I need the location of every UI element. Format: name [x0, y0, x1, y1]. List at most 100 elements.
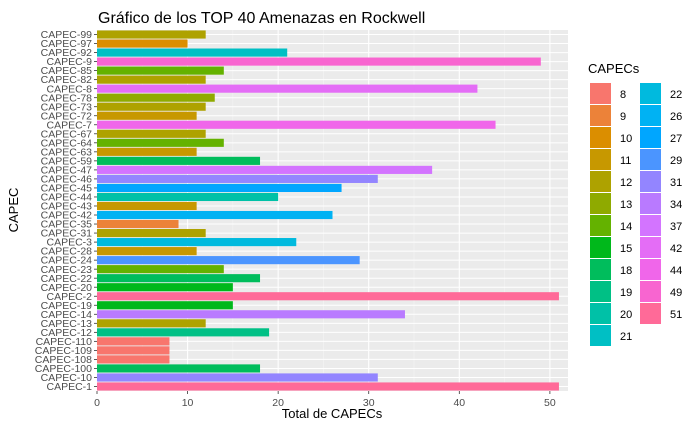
y-tick-label: CAPEC-14 [41, 309, 93, 321]
bar-capec-47 [97, 165, 433, 174]
bar-capec-45 [97, 183, 342, 192]
y-tick-label: CAPEC-64 [41, 137, 93, 149]
legend-key-21 [590, 325, 611, 346]
y-tick-label: CAPEC-67 [41, 128, 93, 140]
y-tick-labels: CAPEC-99CAPEC-97CAPEC-92CAPEC-9CAPEC-85C… [35, 29, 97, 393]
bar-capec-59 [97, 156, 261, 165]
legend-key-20 [590, 303, 611, 324]
x-tick-label: 40 [453, 397, 465, 409]
x-tick-labels: 0 10 20 30 40 50 [94, 391, 556, 409]
y-tick-label: CAPEC-72 [41, 110, 93, 122]
chart-title: Gráfico de los TOP 40 Amenazas en Rockwe… [98, 10, 425, 27]
legend-label-27: 27 [670, 133, 682, 145]
legend-label-13: 13 [620, 199, 632, 211]
legend-key-31 [640, 171, 661, 192]
x-tick-label: 30 [363, 397, 375, 409]
y-tick-label: CAPEC-100 [35, 363, 92, 375]
legend-key-9 [590, 105, 611, 126]
legend-key-37 [640, 215, 661, 236]
legend-label-8: 8 [620, 89, 626, 101]
bar-capec-72 [97, 111, 197, 120]
bar-capec-28 [97, 247, 197, 256]
y-tick-label: CAPEC-1 [46, 381, 92, 393]
y-tick-label: CAPEC-28 [41, 246, 93, 258]
legend-key-44 [640, 259, 661, 280]
bar-capec-31 [97, 229, 206, 238]
y-tick-label: CAPEC-108 [35, 354, 92, 366]
x-tick-label: 0 [94, 397, 100, 409]
bar-capec-7 [97, 120, 496, 129]
legend-key-19 [590, 281, 611, 302]
y-tick-label: CAPEC-99 [41, 29, 93, 41]
bar-capec-73 [97, 102, 206, 111]
y-tick-label: CAPEC-2 [46, 291, 92, 303]
legend-key-51 [640, 303, 661, 324]
bar-capec-3 [97, 238, 297, 247]
legend-key-49 [640, 281, 661, 302]
plot-panel [97, 30, 568, 391]
bar-capec-110 [97, 337, 170, 346]
y-tick-label: CAPEC-82 [41, 74, 93, 86]
legend-key-12 [590, 171, 611, 192]
legend-key-14 [590, 215, 611, 236]
bar-capec-1 [97, 382, 559, 391]
y-tick-label: CAPEC-85 [41, 65, 93, 77]
y-tick-label: CAPEC-7 [46, 119, 92, 131]
legend-key-10 [590, 127, 611, 148]
bar-capec-13 [97, 319, 206, 328]
legend-label-34: 34 [670, 199, 682, 211]
legend-label-12: 12 [620, 177, 632, 189]
y-tick-label: CAPEC-8 [46, 83, 92, 95]
bar-capec-92 [97, 48, 288, 57]
bar-capec-23 [97, 265, 224, 274]
legend-label-11: 11 [620, 155, 631, 167]
bar-capec-20 [97, 283, 233, 292]
y-tick-label: CAPEC-78 [41, 92, 93, 104]
bar-capec-14 [97, 310, 405, 319]
y-tick-label: CAPEC-43 [41, 201, 93, 213]
y-tick-label: CAPEC-3 [46, 237, 92, 249]
legend-title: CAPECs [588, 61, 640, 76]
y-tick-label: CAPEC-109 [35, 345, 92, 357]
legend-key-34 [640, 193, 661, 214]
x-tick-label: 50 [544, 397, 556, 409]
legend-label-49: 49 [670, 287, 682, 299]
bar-capec-2 [97, 292, 559, 301]
y-tick-label: CAPEC-73 [41, 101, 93, 113]
bar-capec-10 [97, 373, 378, 382]
legend-key-27 [640, 127, 661, 148]
bar-capec-8 [97, 84, 478, 93]
bar-capec-99 [97, 30, 206, 39]
bar-capec-78 [97, 93, 215, 102]
legend-label-20: 20 [620, 309, 632, 321]
legend-label-31: 31 [670, 177, 682, 189]
bar-capec-35 [97, 219, 179, 229]
y-tick-label: CAPEC-31 [41, 228, 93, 240]
bar-capec-19 [97, 301, 233, 310]
y-tick-label: CAPEC-9 [46, 56, 92, 68]
y-tick-label: CAPEC-63 [41, 146, 93, 158]
bar-capec-85 [97, 66, 224, 75]
y-tick-label: CAPEC-45 [41, 183, 93, 195]
bar-capec-63 [97, 147, 197, 156]
y-tick-label: CAPEC-19 [41, 300, 93, 312]
legend-label-9: 9 [620, 111, 626, 123]
y-tick-label: CAPEC-10 [41, 372, 93, 384]
legend-key-11 [590, 149, 611, 170]
y-tick-label: CAPEC-59 [41, 155, 93, 167]
bar-capec-82 [97, 75, 206, 84]
legend-label-29: 29 [670, 155, 682, 167]
x-axis-title: Total de CAPECs [282, 406, 383, 421]
y-axis-title: CAPEC [6, 188, 21, 233]
y-tick-label: CAPEC-97 [41, 38, 93, 50]
legend-key-8 [590, 83, 611, 104]
y-tick-label: CAPEC-20 [41, 282, 93, 294]
bar-capec-12 [97, 328, 270, 337]
bar-capec-42 [97, 210, 333, 220]
legend-key-15 [590, 237, 611, 258]
y-tick-label: CAPEC-35 [41, 219, 93, 231]
y-tick-label: CAPEC-12 [41, 327, 93, 339]
y-tick-label: CAPEC-23 [41, 264, 93, 276]
legend-label-19: 19 [620, 287, 632, 299]
legend-key-13 [590, 193, 611, 214]
